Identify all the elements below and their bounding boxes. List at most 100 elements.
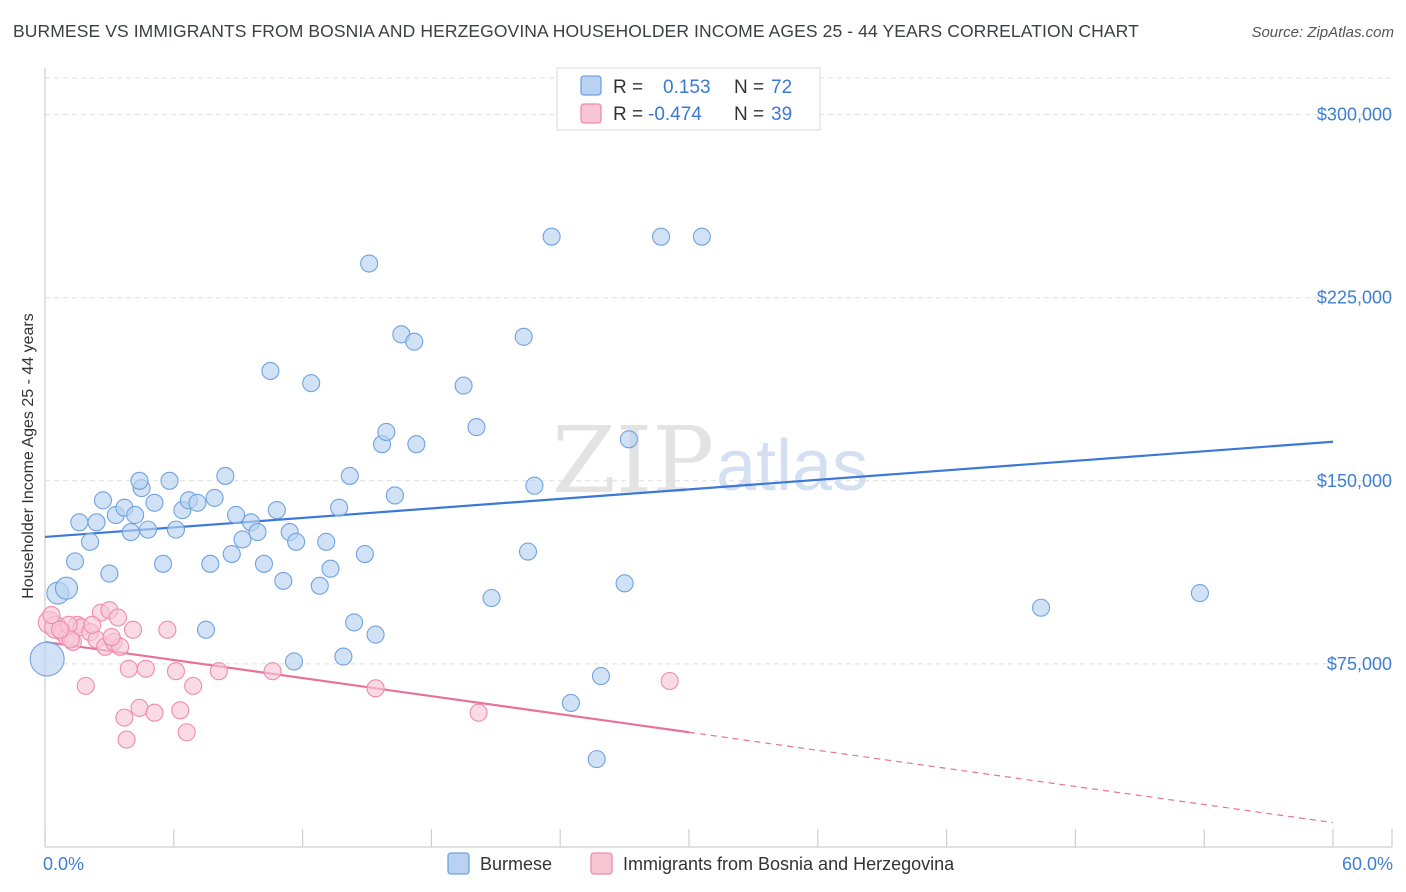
bosnia-point bbox=[117, 730, 136, 749]
y-tick-label: $150,000 bbox=[1317, 471, 1392, 491]
burmese-point bbox=[405, 332, 424, 351]
legend-n-value-burmese: 72 bbox=[771, 77, 792, 98]
legend-n-label-bosnia: N = bbox=[734, 104, 764, 125]
burmese-point bbox=[345, 613, 364, 632]
bosnia-point bbox=[108, 608, 128, 627]
data-points bbox=[29, 227, 1209, 769]
burmese-point bbox=[121, 523, 140, 542]
burmese-point bbox=[1032, 598, 1051, 617]
burmese-point bbox=[196, 620, 216, 639]
bosnia-point bbox=[660, 671, 679, 691]
burmese-point bbox=[561, 693, 580, 713]
burmese-point bbox=[160, 471, 179, 490]
bosnia-point bbox=[184, 676, 203, 695]
burmese-point bbox=[284, 652, 304, 671]
bosnia-point bbox=[469, 703, 488, 722]
burmese-point bbox=[467, 418, 486, 437]
legend: R = 0.153 N = 72 R = -0.474 N = 39 bbox=[556, 67, 821, 131]
x-tick-label-max: 60.0% bbox=[1342, 854, 1393, 874]
burmese-point bbox=[138, 520, 158, 539]
legend-swatch-burmese bbox=[580, 75, 602, 96]
y-tick-label: $225,000 bbox=[1317, 288, 1392, 308]
bosnia-point bbox=[50, 620, 70, 639]
burmese-point bbox=[93, 491, 113, 510]
bottom-legend-swatch-bosnia bbox=[590, 852, 613, 875]
burmese-point bbox=[525, 476, 544, 495]
burmese-point bbox=[652, 227, 671, 246]
burmese-point bbox=[248, 523, 267, 542]
burmese-point bbox=[334, 647, 353, 666]
bosnia-point bbox=[76, 676, 95, 695]
bosnia-point bbox=[177, 723, 196, 742]
burmese-point bbox=[205, 488, 224, 507]
burmese-point bbox=[261, 361, 280, 381]
burmese-point bbox=[29, 641, 65, 677]
burmese-point bbox=[166, 520, 185, 539]
burmese-point bbox=[407, 435, 426, 454]
y-tick-label: $300,000 bbox=[1317, 105, 1392, 125]
chart-source: Source: ZipAtlas.com bbox=[1251, 24, 1394, 41]
chart-title: BURMESE VS IMMIGRANTS FROM BOSNIA AND HE… bbox=[13, 21, 1139, 41]
burmese-point bbox=[454, 376, 473, 395]
bottom-legend: Burmese Immigrants from Bosnia and Herze… bbox=[447, 852, 955, 875]
burmese-point bbox=[154, 554, 173, 573]
burmese-point bbox=[615, 574, 634, 593]
burmese-point bbox=[70, 513, 89, 532]
bosnia-point bbox=[209, 662, 228, 681]
bosnia-point bbox=[263, 662, 282, 681]
y-tick-label: $75,000 bbox=[1327, 654, 1392, 674]
burmese-point bbox=[254, 554, 274, 573]
bosnia-trend-extension bbox=[688, 731, 1334, 824]
burmese-point bbox=[591, 667, 611, 686]
burmese-point bbox=[188, 493, 207, 512]
burmese-point bbox=[274, 571, 293, 590]
bottom-legend-label-burmese: Burmese bbox=[480, 854, 552, 874]
burmese-point bbox=[1190, 584, 1209, 603]
burmese-point bbox=[619, 430, 638, 449]
burmese-point bbox=[66, 552, 85, 571]
watermark-atlas: atlas bbox=[716, 426, 868, 506]
legend-swatch-bosnia bbox=[580, 103, 602, 124]
bosnia-point bbox=[123, 620, 143, 639]
x-tick-label-min: 0.0% bbox=[43, 854, 84, 874]
burmese-point bbox=[330, 498, 349, 517]
bosnia-point bbox=[171, 701, 190, 720]
bosnia-point bbox=[145, 703, 164, 722]
burmese-point bbox=[227, 505, 246, 525]
burmese-point bbox=[302, 374, 321, 393]
legend-r-label-bosnia: R = bbox=[613, 104, 643, 125]
burmese-point bbox=[317, 532, 336, 551]
bosnia-point bbox=[119, 659, 138, 678]
legend-n-value-bosnia: 39 bbox=[771, 104, 792, 125]
burmese-point bbox=[222, 544, 241, 564]
bosnia-point bbox=[42, 606, 61, 625]
burmese-point bbox=[233, 530, 252, 549]
burmese-point bbox=[377, 422, 396, 442]
watermark-zip: ZIP bbox=[552, 407, 714, 514]
burmese-point bbox=[201, 554, 220, 573]
burmese-point bbox=[355, 544, 374, 564]
burmese-point bbox=[482, 588, 501, 608]
bottom-legend-label-bosnia: Immigrants from Bosnia and Herzegovina bbox=[623, 854, 955, 874]
burmese-point bbox=[542, 227, 561, 246]
legend-r-value-bosnia: -0.474 bbox=[648, 104, 702, 125]
bosnia-point bbox=[158, 620, 177, 639]
burmese-point bbox=[310, 576, 329, 595]
burmese-point bbox=[340, 466, 359, 485]
burmese-point bbox=[385, 486, 404, 505]
y-axis-label: Householder Income Ages 25 - 44 years bbox=[20, 313, 37, 599]
burmese-point bbox=[267, 501, 286, 520]
bosnia-point bbox=[130, 698, 149, 717]
bosnia-point bbox=[102, 628, 121, 647]
burmese-point bbox=[518, 542, 538, 561]
burmese-point bbox=[100, 564, 119, 583]
bosnia-point bbox=[136, 659, 155, 678]
bosnia-point bbox=[366, 679, 385, 698]
bottom-legend-swatch-burmese bbox=[447, 852, 470, 875]
burmese-point bbox=[81, 532, 100, 551]
burmese-point bbox=[216, 466, 235, 485]
burmese-point bbox=[87, 513, 106, 532]
burmese-point bbox=[366, 625, 385, 644]
burmese-point bbox=[692, 227, 711, 246]
